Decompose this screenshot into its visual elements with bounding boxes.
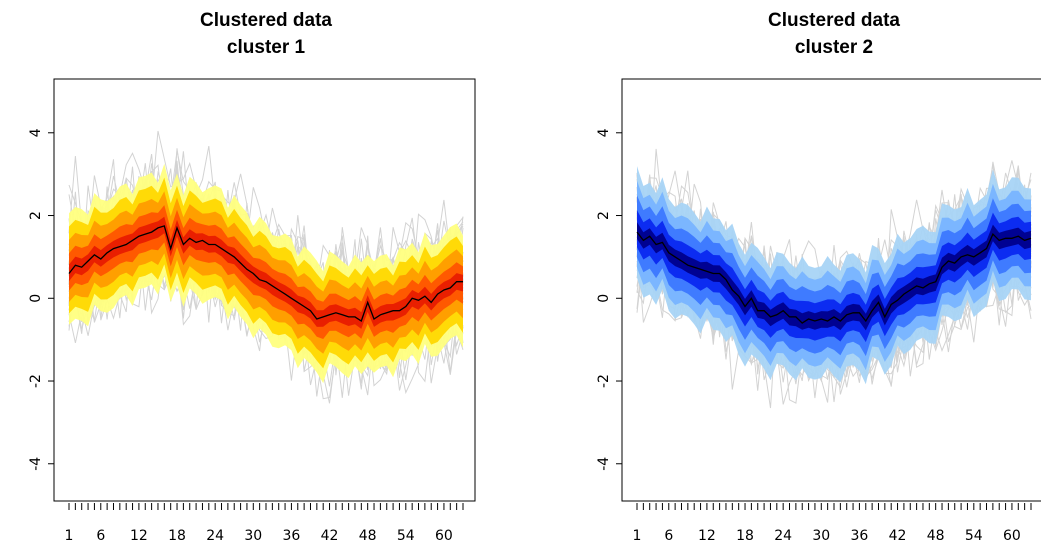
y-tick-label: 2 xyxy=(596,211,612,220)
x-tick-label: 30 xyxy=(812,528,830,544)
quantile-band-4 xyxy=(637,210,1031,343)
x-tick-label: 6 xyxy=(664,528,673,544)
x-tick-label: 42 xyxy=(889,528,907,544)
background-profile-line xyxy=(68,146,464,305)
x-tick-label: 1 xyxy=(633,528,642,544)
x-tick-label: 6 xyxy=(96,528,105,544)
x-tick-label: 42 xyxy=(321,528,339,544)
panel-subtitle: cluster 1 xyxy=(227,37,306,58)
panel-subtitle: cluster 2 xyxy=(795,37,873,58)
median-line xyxy=(68,225,463,322)
x-tick-label: 24 xyxy=(206,528,224,544)
quantile-band-5 xyxy=(637,222,1031,331)
x-tick-label: 24 xyxy=(774,528,792,544)
x-tick-label: 1 xyxy=(65,528,74,544)
y-tick-label: 4 xyxy=(596,128,612,137)
x-tick-label: 36 xyxy=(283,528,301,544)
y-tick-label: 2 xyxy=(28,211,44,220)
panel-title: Clustered data xyxy=(768,10,900,31)
y-tick-label: -2 xyxy=(596,374,612,388)
panel-title: Clustered data xyxy=(200,10,332,31)
y-tick-label: -4 xyxy=(596,457,612,471)
y-tick-label: 4 xyxy=(28,128,44,137)
x-tick-label: 36 xyxy=(851,528,869,544)
quantile-band-5 xyxy=(69,216,463,329)
x-tick-label: 12 xyxy=(698,528,716,544)
y-tick-label: 0 xyxy=(28,294,44,303)
x-tick-label: 18 xyxy=(168,528,186,544)
x-tick-label: 48 xyxy=(359,528,377,544)
x-tick-label: 60 xyxy=(1003,528,1021,544)
x-tick-label: 30 xyxy=(244,528,262,544)
x-tick-label: 54 xyxy=(965,528,983,544)
plot-frame xyxy=(621,78,1041,502)
y-tick-label: 0 xyxy=(596,294,612,303)
x-tick-label: 48 xyxy=(927,528,945,544)
x-tick-label: 60 xyxy=(435,528,453,544)
x-tick-label: 54 xyxy=(397,528,415,544)
y-tick-label: -4 xyxy=(28,457,44,471)
quantile-band-3 xyxy=(637,195,1031,357)
quantile-band-2 xyxy=(637,180,1031,371)
plot-frame xyxy=(53,78,476,502)
y-tick-label: -2 xyxy=(28,374,44,388)
median-line xyxy=(636,231,1032,324)
x-tick-label: 18 xyxy=(736,528,754,544)
x-tick-label: 12 xyxy=(130,528,148,544)
